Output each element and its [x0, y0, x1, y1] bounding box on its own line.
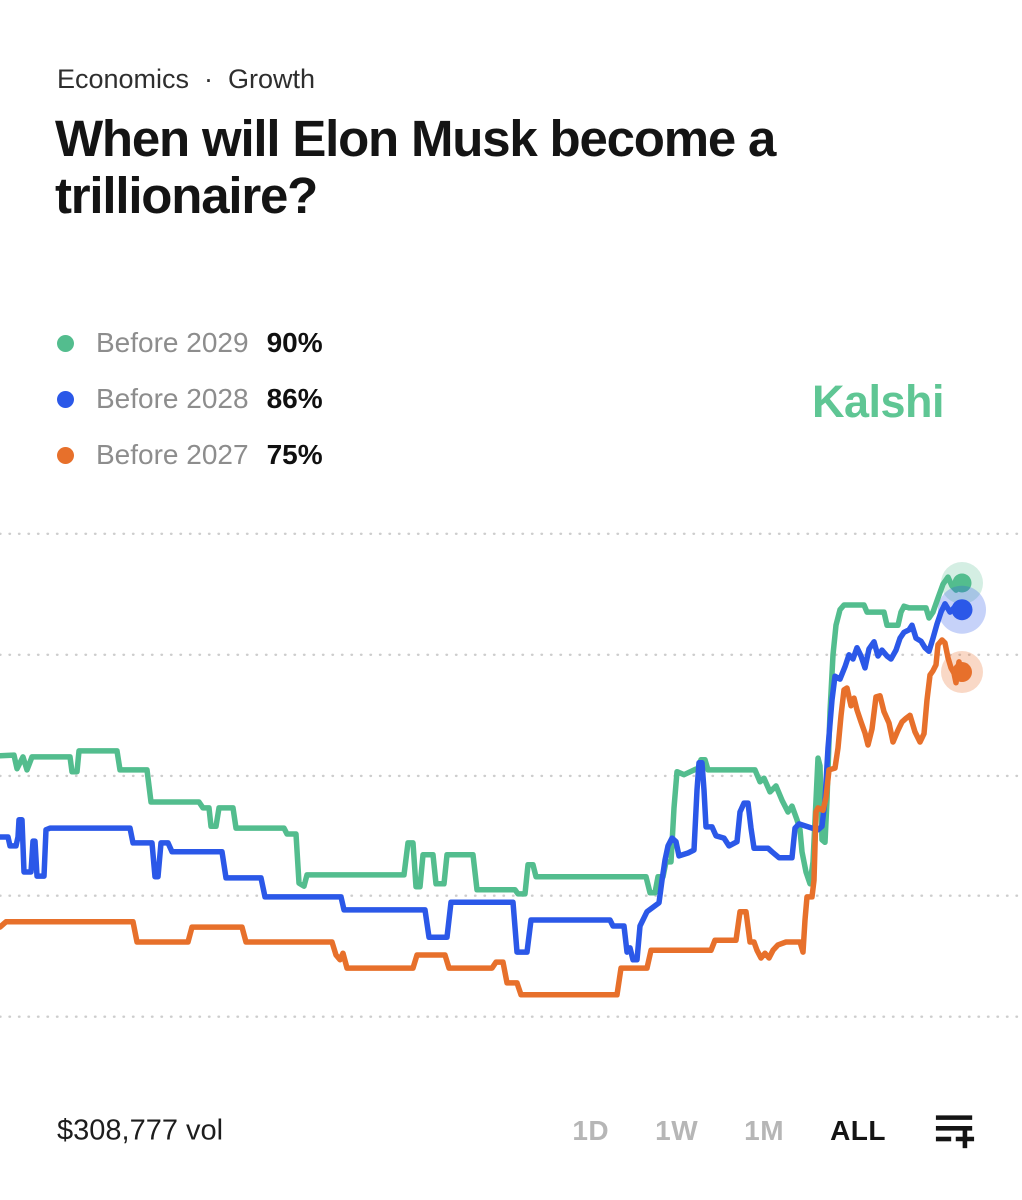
line-before-2028 — [0, 601, 965, 963]
time-range-selector: 1D 1W 1M ALL — [572, 1110, 978, 1152]
line-before-2027 — [0, 637, 965, 998]
legend-label: Before 2029 — [96, 327, 249, 358]
add-to-list-button[interactable] — [932, 1110, 978, 1152]
current-value-dot — [952, 662, 972, 683]
legend-dot-icon — [57, 334, 74, 352]
range-button-1d[interactable]: 1D — [572, 1115, 610, 1146]
range-button-1m[interactable]: 1M — [744, 1115, 785, 1146]
range-button-1w[interactable]: 1W — [655, 1115, 699, 1146]
breadcrumb: Economics · Growth — [57, 64, 315, 95]
legend-label: Before 2028 — [96, 383, 249, 414]
add-to-list-icon — [935, 1115, 975, 1149]
current-value-dot — [951, 599, 973, 621]
legend-dot-icon — [57, 446, 74, 464]
breadcrumb-subcategory[interactable]: Growth — [228, 64, 316, 94]
legend-value: 90% — [266, 327, 323, 358]
legend: Before 2029 90% Before 2028 86% Before 2… — [57, 324, 323, 492]
range-button-all[interactable]: ALL — [830, 1115, 886, 1146]
breadcrumb-separator: · — [204, 64, 214, 94]
market-title: When will Elon Musk become a trillionair… — [55, 110, 776, 225]
legend-value: 86% — [266, 383, 323, 414]
legend-item-before-2027[interactable]: Before 2027 75% — [57, 436, 323, 474]
legend-value: 75% — [266, 439, 323, 470]
footer-bar: $308,777 vol 1D 1W 1M ALL — [0, 1098, 1022, 1164]
breadcrumb-category[interactable]: Economics — [57, 64, 190, 94]
kalshi-logo: Kalshi — [812, 376, 945, 427]
legend-item-before-2028[interactable]: Before 2028 86% — [57, 380, 323, 418]
price-history-chart[interactable] — [0, 515, 1022, 1065]
volume-label: $308,777 vol — [57, 1114, 224, 1147]
chart-area[interactable] — [0, 515, 1022, 1065]
legend-label: Before 2027 — [96, 439, 249, 470]
legend-item-before-2029[interactable]: Before 2029 90% — [57, 324, 323, 362]
legend-dot-icon — [57, 390, 74, 408]
current-value-dot — [952, 573, 972, 593]
